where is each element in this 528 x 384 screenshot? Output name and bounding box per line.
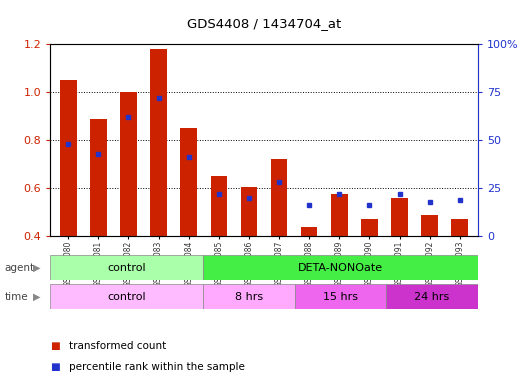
Text: ▶: ▶	[33, 263, 40, 273]
Text: 15 hrs: 15 hrs	[323, 291, 358, 302]
Bar	[203, 255, 478, 280]
Bar	[331, 194, 347, 236]
Bar	[150, 49, 167, 236]
Text: DETA-NONOate: DETA-NONOate	[298, 263, 383, 273]
Text: GDS4408 / 1434704_at: GDS4408 / 1434704_at	[187, 17, 341, 30]
Bar	[301, 227, 317, 236]
Text: ▶: ▶	[33, 291, 40, 302]
Bar	[181, 128, 197, 236]
Text: control: control	[107, 263, 146, 273]
Bar	[50, 255, 203, 280]
Text: 24 hrs: 24 hrs	[414, 291, 450, 302]
Text: transformed count: transformed count	[69, 341, 166, 351]
Bar	[211, 176, 227, 236]
Bar	[391, 198, 408, 236]
Bar	[421, 215, 438, 236]
Text: 8 hrs: 8 hrs	[234, 291, 263, 302]
Bar	[90, 119, 107, 236]
Bar	[60, 80, 77, 236]
Bar	[241, 187, 257, 236]
Bar	[120, 92, 137, 236]
Bar	[50, 284, 203, 309]
Text: ■: ■	[50, 341, 60, 351]
Text: agent: agent	[4, 263, 34, 273]
Bar	[361, 219, 378, 236]
Text: percentile rank within the sample: percentile rank within the sample	[69, 362, 244, 372]
Bar	[271, 159, 287, 236]
Bar	[295, 284, 386, 309]
Bar	[203, 284, 295, 309]
Text: control: control	[107, 291, 146, 302]
Bar	[451, 219, 468, 236]
Text: time: time	[4, 291, 28, 302]
Bar	[386, 284, 478, 309]
Text: ■: ■	[50, 362, 60, 372]
